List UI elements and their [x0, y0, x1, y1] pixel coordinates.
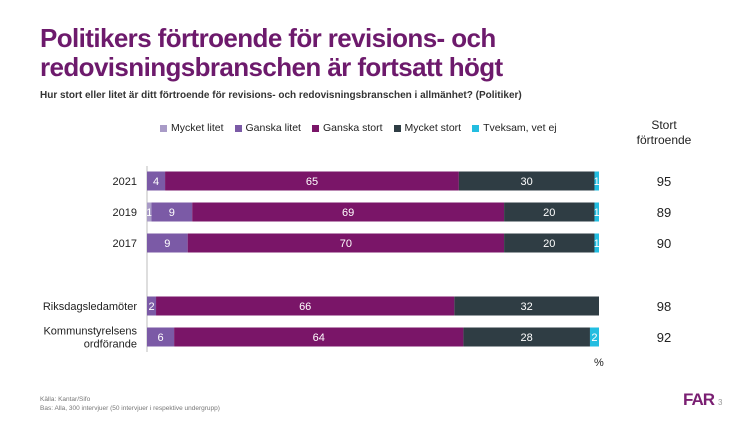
- legend-item: Tveksam, vet ej: [472, 122, 557, 134]
- data-label: 64: [313, 332, 325, 344]
- legend-label: Ganska litet: [245, 122, 301, 134]
- source-line-2: Bas: Alla, 300 intervjuer (50 intervjuer…: [40, 405, 220, 412]
- stort-fortroende-header: Stort förtroende: [625, 118, 703, 148]
- data-label: 30: [521, 176, 533, 188]
- data-label: 70: [340, 238, 352, 250]
- bar-segment: [463, 327, 590, 347]
- bar-segment: [147, 327, 175, 347]
- data-label: 2: [148, 301, 154, 313]
- stort-fortroende-value: 98: [657, 299, 671, 314]
- stort-fortroende-value: 89: [657, 205, 671, 220]
- data-label: 1: [594, 238, 600, 250]
- category-label-line: 2017: [113, 238, 137, 250]
- legend-label: Ganska stort: [322, 122, 383, 134]
- legend-item: Mycket stort: [393, 122, 462, 134]
- bar-segment: [192, 202, 505, 222]
- survey-question: Hur stort eller litet är ditt förtroende…: [40, 90, 522, 101]
- slide-title: Politikers förtroende för revisions- och…: [40, 24, 700, 82]
- legend-swatch: [160, 124, 167, 132]
- bar-segment: [147, 296, 157, 316]
- legend-label: Mycket litet: [171, 122, 224, 134]
- bar-segment: [147, 171, 166, 191]
- source-note: Källa: Kantar/Sifo Bas: Alla, 300 interv…: [40, 395, 220, 413]
- data-label: 6: [157, 332, 163, 344]
- bar-segment: [165, 171, 459, 191]
- legend-label: Tveksam, vet ej: [483, 122, 557, 134]
- data-label: 1: [594, 176, 600, 188]
- legend-label: Mycket stort: [404, 122, 462, 134]
- data-label: 69: [342, 207, 354, 219]
- data-label: 20: [543, 238, 555, 250]
- data-label: 66: [299, 301, 311, 313]
- bar-segment: [156, 296, 455, 316]
- data-label: 9: [164, 238, 170, 250]
- data-label: 1: [594, 207, 600, 219]
- stort-fortroende-value: 95: [657, 174, 671, 189]
- category-label-line: 2019: [113, 207, 137, 219]
- bar-segment: [174, 327, 464, 347]
- data-label: 9: [169, 207, 175, 219]
- legend-swatch: [472, 124, 480, 132]
- stort-fortroende-value: 90: [657, 236, 671, 251]
- bar-segment: [504, 233, 595, 253]
- category-label-line: Kommunstyrelsens: [43, 326, 137, 338]
- data-label: 4: [153, 176, 159, 188]
- category-label-line: Riksdagsledamöter: [43, 301, 137, 313]
- legend-item: Ganska litet: [234, 122, 301, 134]
- category-label: 2017: [113, 238, 137, 250]
- bar-segment: [147, 233, 188, 253]
- bar-segment: [594, 171, 599, 191]
- data-label: 65: [306, 176, 318, 188]
- category-label: Riksdagsledamöter: [43, 301, 137, 313]
- data-label: 1: [146, 207, 152, 219]
- data-label: 28: [521, 332, 533, 344]
- bar-segment: [504, 202, 595, 222]
- bar-segment: [147, 202, 152, 222]
- category-label: 2021: [113, 176, 137, 188]
- bar-segment: [594, 202, 599, 222]
- legend-swatch: [393, 124, 401, 132]
- stort-fortroende-value: 92: [657, 330, 671, 345]
- far-logo: FAR: [683, 390, 715, 409]
- legend-swatch: [311, 124, 319, 132]
- bar-segment: [589, 327, 599, 347]
- data-label: 20: [543, 207, 555, 219]
- title-line-1: Politikers förtroende för revisions- och: [40, 23, 496, 53]
- stort-header-line-2: förtroende: [636, 133, 692, 147]
- bar-segment: [458, 171, 595, 191]
- bar-segment: [454, 296, 599, 316]
- legend-item: Ganska stort: [311, 122, 383, 134]
- data-label: 32: [521, 301, 533, 313]
- category-label-line: ordförande: [84, 339, 137, 351]
- bar-segment: [187, 233, 505, 253]
- stort-header-line-1: Stort: [651, 118, 677, 132]
- category-label: 2019: [113, 207, 137, 219]
- category-label: Kommunstyrelsens ordförande: [43, 326, 137, 351]
- page-number: 3: [718, 398, 723, 407]
- category-label-line: 2021: [113, 176, 137, 188]
- data-label: 2: [591, 332, 597, 344]
- bar-segment: [151, 202, 193, 222]
- bar-segment: [594, 233, 599, 253]
- chart-legend: Mycket litet Ganska litet Ganska stort Myck…: [160, 122, 568, 134]
- legend-item: Mycket litet: [160, 122, 224, 134]
- title-line-2: redovisningsbranschen är fortsatt högt: [40, 52, 503, 82]
- source-line-1: Källa: Kantar/Sifo: [40, 396, 91, 403]
- legend-swatch: [234, 124, 242, 132]
- percent-unit-label: %: [594, 357, 604, 369]
